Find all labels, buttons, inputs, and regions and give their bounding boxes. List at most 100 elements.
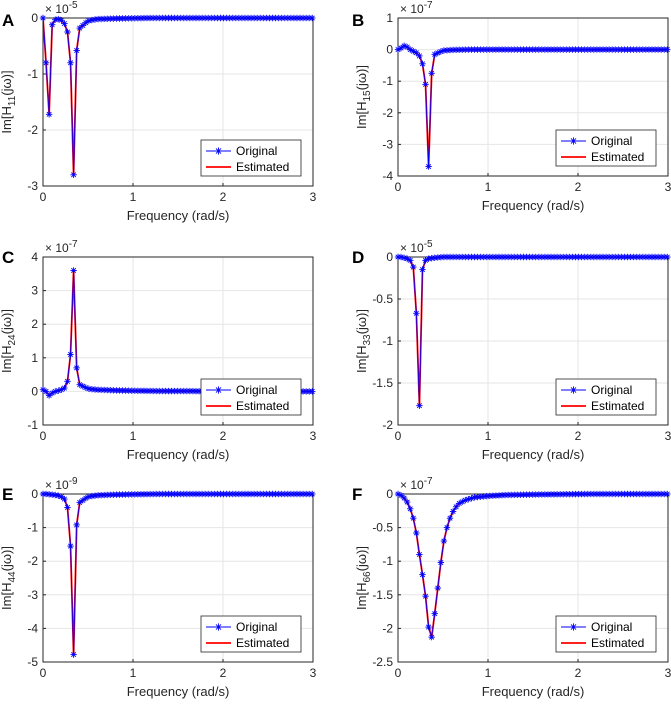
original-marker	[73, 47, 80, 54]
panel-letter: E	[2, 485, 13, 504]
y-axis-label: Im[H11(jω)]	[0, 70, 18, 133]
original-marker	[440, 537, 448, 545]
x-tick-label: 0	[40, 666, 47, 680]
y-axis-label: Im[H44(jω)]	[0, 546, 18, 610]
legend-original-label: Original	[591, 134, 632, 148]
original-marker	[309, 490, 316, 498]
legend-estimated-label: Estimated	[236, 636, 289, 650]
y-axis-label: Im[H33(jω)]	[354, 309, 373, 373]
original-marker	[664, 490, 671, 498]
panel-letter: A	[2, 11, 14, 30]
original-marker	[70, 267, 77, 274]
original-marker	[425, 623, 432, 631]
original-marker	[431, 610, 438, 617]
original-marker	[407, 257, 414, 264]
panel-a: 0 1 2 3 -3 -2 -1 0 × 10-5 Frequency (rad/s) Im[H11…	[0, 0, 317, 223]
original-marker	[452, 503, 460, 510]
x-axis-label: Frequency (rad/s)	[482, 684, 585, 699]
original-marker	[45, 111, 53, 118]
original-marker	[48, 21, 56, 28]
legend-original-marker	[214, 386, 223, 394]
original-marker	[400, 494, 408, 502]
x-tick-label: 0	[395, 666, 402, 680]
original-marker	[434, 584, 441, 592]
original-marker	[407, 505, 414, 512]
original-marker	[70, 651, 77, 658]
original-marker	[73, 364, 80, 372]
original-marker	[419, 60, 426, 68]
original-marker	[42, 59, 50, 66]
y-tick-label: -4	[382, 169, 393, 183]
y-tick-label: 0	[31, 11, 38, 25]
panel-f: 0 1 2 3 -2.5 -2 -1.5 -1 -0.5 0 × 10-7 Frequency (ra…	[352, 476, 671, 699]
original-marker	[397, 44, 405, 52]
original-marker	[76, 24, 83, 32]
original-marker	[664, 253, 671, 261]
x-axis-label: Frequency (rad/s)	[482, 198, 585, 213]
x-tick-label: 1	[485, 180, 492, 194]
y-tick-label: -3	[27, 179, 38, 193]
original-marker	[425, 163, 432, 170]
y-tick-label: -2	[382, 621, 393, 635]
legend: Original Estimated	[555, 378, 657, 416]
original-marker	[61, 20, 68, 27]
legend: Original Estimated	[200, 615, 302, 653]
original-marker	[394, 46, 402, 53]
original-marker	[419, 266, 426, 273]
panel-b: 0 1 2 3 -4 -3 -2 -1 0 1 × 10-7 Frequency (rad/s) Im[…	[352, 0, 671, 213]
x-tick-label: 0	[40, 429, 47, 443]
x-tick-label: 2	[575, 666, 582, 680]
y-tick-label: 3	[31, 284, 38, 298]
y-tick-label: -2.5	[372, 655, 393, 669]
original-marker	[61, 384, 68, 392]
x-tick-label: 1	[485, 666, 492, 680]
x-tick-label: 1	[130, 429, 137, 443]
panel-letter: C	[2, 248, 14, 267]
y-tick-label: -1	[27, 418, 38, 432]
exponent-label: × 10-7	[400, 0, 433, 16]
legend-original-label: Original	[591, 383, 632, 397]
x-tick-label: 2	[220, 429, 227, 443]
original-marker	[416, 551, 423, 558]
y-tick-label: -2	[382, 106, 393, 120]
exponent-label: × 10-9	[45, 476, 78, 492]
x-tick-label: 3	[665, 666, 671, 680]
legend: Original Estimated	[200, 139, 302, 177]
y-tick-label: -1	[27, 67, 38, 81]
original-marker	[428, 633, 435, 641]
x-tick-label: 0	[395, 180, 402, 194]
x-axis-label: Frequency (rad/s)	[127, 447, 230, 462]
original-marker	[428, 70, 435, 77]
original-marker	[76, 499, 83, 506]
original-marker	[416, 402, 423, 409]
original-marker	[58, 17, 65, 24]
y-tick-label: -1	[382, 554, 393, 568]
axes-box	[397, 17, 669, 177]
x-tick-label: 0	[395, 429, 402, 443]
legend: Original Estimated	[555, 615, 657, 653]
x-tick-label: 3	[665, 429, 671, 443]
legend-original-marker	[214, 147, 223, 155]
exponent-label: × 10-7	[45, 239, 78, 255]
original-marker	[52, 16, 59, 23]
y-tick-label: -2	[382, 418, 393, 432]
legend-original-label: Original	[236, 144, 277, 158]
legend-original-marker	[569, 386, 578, 394]
original-marker	[67, 542, 74, 550]
legend-original-marker	[569, 623, 578, 631]
exponent-label: × 10-7	[400, 476, 433, 492]
original-marker	[82, 494, 90, 502]
y-axis-label: Im[H24(jω)]	[0, 309, 18, 373]
legend-estimated-label: Estimated	[236, 160, 289, 174]
x-tick-label: 2	[220, 666, 227, 680]
x-tick-label: 1	[130, 666, 137, 680]
y-tick-label: 1	[31, 351, 38, 365]
x-axis-label: Frequency (rad/s)	[482, 447, 585, 462]
x-tick-label: 1	[130, 190, 137, 204]
legend: Original Estimated	[200, 378, 302, 416]
y-tick-label: -1	[382, 74, 393, 88]
original-marker	[410, 514, 417, 522]
x-tick-label: 3	[310, 429, 317, 443]
y-tick-label: -3	[27, 588, 38, 602]
